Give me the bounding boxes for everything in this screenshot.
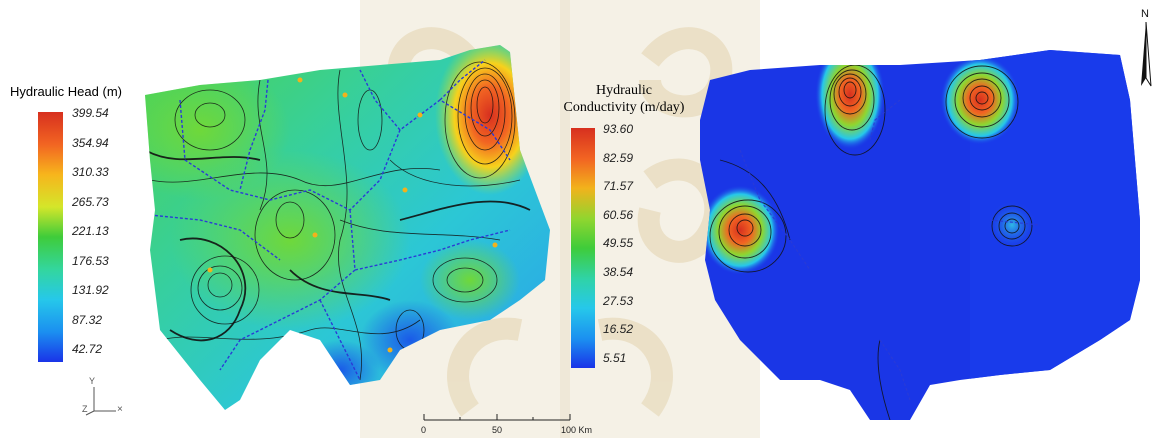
axis-y-label: Y [89,376,96,386]
conductivity-tick-label: 5.51 [603,350,627,365]
hydraulic-head-map [145,45,550,410]
conductivity-tick-label: 93.60 [603,122,634,136]
conductivity-tick-label: 60.56 [603,207,634,222]
conductivity-tick-label: 49.55 [603,236,634,251]
head-tick-label: 399.54 [72,106,109,120]
head-color-bar [38,112,63,362]
north-label: N [1141,8,1149,20]
head-tick-label: 176.53 [72,253,109,268]
axis-x-label: × [117,404,123,415]
scale-label-50: 50 [492,425,503,435]
north-arrow-icon [1141,22,1152,87]
conductivity-color-bar [571,128,595,368]
scale-label-0: 0 [421,425,427,435]
head-tick-label: 42.72 [72,342,103,356]
conductivity-legend-title-line1: Hydraulic [596,83,652,98]
head-tick-label: 310.33 [72,165,109,179]
conductivity-tick-label: 38.54 [603,265,634,279]
scale-bar [423,414,571,421]
head-tick-label: 221.13 [72,224,109,238]
conductivity-tick-label: 71.57 [603,179,634,194]
head-tick-label: 131.92 [72,283,109,297]
head-tick-label: 354.94 [72,135,109,150]
head-tick-label: 87.32 [72,312,103,327]
head-tick-label: 265.73 [72,194,109,209]
head-legend-title: Hydraulic Head (m) [10,84,122,99]
conductivity-legend-ticks: 93.60 82.59 71.57 60.56 49.55 38.54 27.53 16.52… [603,122,683,374]
head-legend-ticks: 399.54 354.94 310.33 265.73 221.13 176.53 131.… [72,106,152,368]
hydraulic-conductivity-map [700,50,1140,420]
conductivity-legend-title: Hydraulic Conductivity (m/day) [554,82,694,116]
axis-indicator [85,387,116,416]
scale-label-100km: 100 Km [561,425,593,435]
conductivity-tick-label: 27.53 [603,293,634,308]
conductivity-legend-title-line2: Conductivity (m/day) [563,100,685,115]
conductivity-tick-label: 16.52 [603,322,634,337]
conductivity-tick-label: 82.59 [603,150,634,165]
axis-z-label: Z [82,404,88,414]
